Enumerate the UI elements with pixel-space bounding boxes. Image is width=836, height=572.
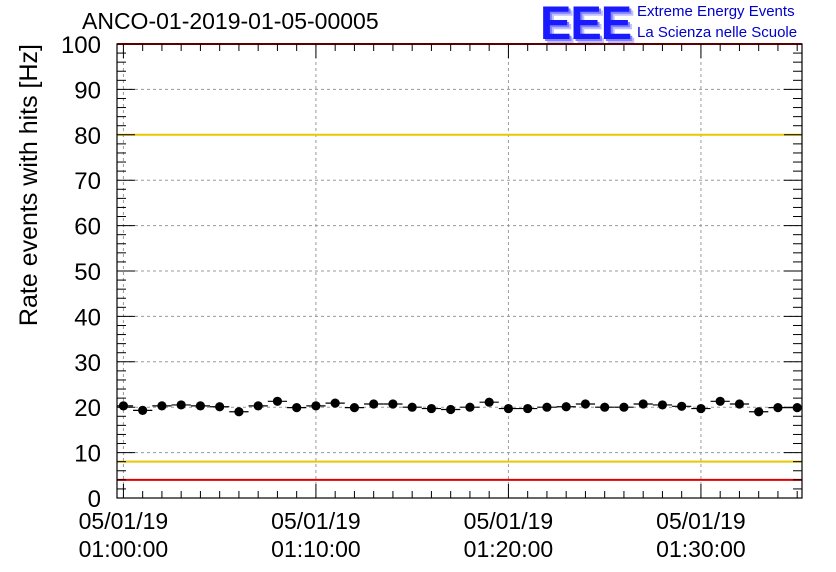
y-tick-label: 100 xyxy=(61,32,101,59)
data-points xyxy=(117,396,802,417)
data-point xyxy=(677,401,687,411)
y-tick-label: 90 xyxy=(74,77,101,104)
data-point xyxy=(118,401,129,411)
reference-lines xyxy=(117,43,802,481)
y-tick-label: 70 xyxy=(74,168,101,195)
x-tick-label-time: 01:30:00 xyxy=(656,536,746,562)
axis-ticks xyxy=(117,43,802,499)
data-point xyxy=(523,403,533,414)
grid-lines xyxy=(117,44,802,498)
data-point xyxy=(369,399,379,409)
logo-line-2: La Scienza nelle Scuole xyxy=(637,24,798,41)
x-tick-label-time: 01:20:00 xyxy=(464,536,554,562)
y-tick-label: 30 xyxy=(74,350,101,377)
data-point xyxy=(696,403,706,414)
data-point xyxy=(580,399,591,409)
y-tick-label: 10 xyxy=(74,441,101,468)
y-tick-labels: 0 10 20 30 40 50 60 70 80 90 100 xyxy=(61,32,101,513)
data-point xyxy=(484,397,494,407)
logo-line-1: Extreme Energy Events xyxy=(637,3,795,20)
y-axis-label: Rate events with hits [Hz] xyxy=(15,44,43,326)
y-tick-label: 80 xyxy=(74,123,101,150)
data-point xyxy=(715,396,725,406)
data-point xyxy=(138,405,148,415)
data-point xyxy=(657,400,668,410)
chart-title: ANCO-01-2019-01-05-00005 xyxy=(82,8,379,34)
x-tick-label-date: 05/01/19 xyxy=(271,508,361,534)
x-tick-label-date: 05/01/19 xyxy=(79,508,169,534)
data-point xyxy=(292,403,302,413)
y-tick-label: 0 xyxy=(88,486,101,513)
x-tick-label-time: 01:00:00 xyxy=(79,536,169,562)
data-point xyxy=(330,398,340,408)
data-point xyxy=(773,403,783,413)
data-point xyxy=(272,396,283,406)
x-tick-labels: 05/01/1901:00:0005/01/1901:10:0005/01/19… xyxy=(79,508,746,562)
data-point xyxy=(176,400,186,410)
data-point xyxy=(638,399,648,409)
data-point xyxy=(215,402,225,412)
y-tick-label: 60 xyxy=(74,214,101,241)
eee-logo: EEE xyxy=(540,0,632,49)
y-tick-label: 40 xyxy=(74,304,101,331)
data-point xyxy=(754,407,764,417)
y-tick-label: 20 xyxy=(74,395,101,422)
data-point xyxy=(619,402,629,412)
data-point xyxy=(311,401,321,411)
data-point xyxy=(446,404,456,415)
data-point xyxy=(157,401,167,411)
data-point xyxy=(542,402,552,412)
y-tick-label: 50 xyxy=(74,259,101,286)
data-point xyxy=(561,402,571,412)
data-point xyxy=(734,399,745,409)
data-point xyxy=(388,399,398,409)
data-point xyxy=(503,403,514,414)
x-tick-label-time: 01:10:00 xyxy=(271,536,361,562)
data-point xyxy=(465,402,475,412)
x-tick-label-date: 05/01/19 xyxy=(656,508,746,534)
data-point xyxy=(234,407,244,417)
x-tick-label-date: 05/01/19 xyxy=(464,508,554,534)
data-point xyxy=(253,401,263,411)
data-point xyxy=(195,401,206,411)
data-point xyxy=(426,403,437,414)
data-point xyxy=(407,402,417,412)
data-point xyxy=(600,402,610,412)
data-point xyxy=(349,403,360,413)
